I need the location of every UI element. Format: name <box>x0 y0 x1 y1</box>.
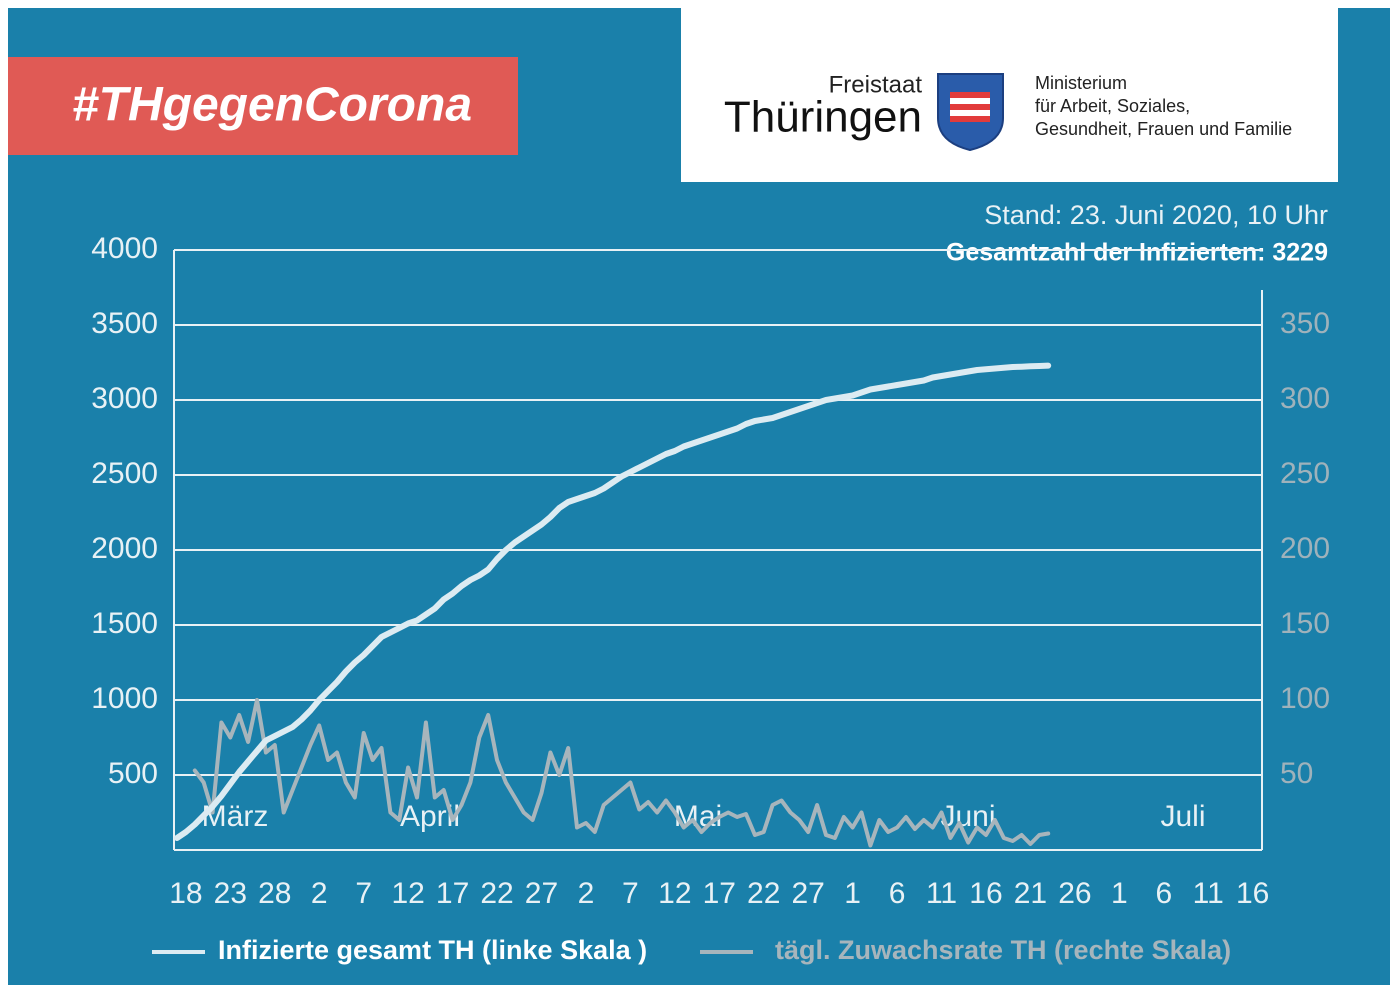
x-tick-label: 16 <box>1236 877 1269 910</box>
annotation: Stand: 23. Juni 2020, 10 Uhr <box>984 200 1328 230</box>
x-tick-label: 17 <box>703 877 736 910</box>
x-tick-label: 27 <box>525 877 558 910</box>
x-tick-label: 21 <box>1014 877 1047 910</box>
x-tick-label: 11 <box>1193 877 1224 910</box>
x-tick-label: 16 <box>969 877 1002 910</box>
x-tick-label: 27 <box>792 877 825 910</box>
x-tick-label: 6 <box>889 877 906 910</box>
x-tick-label: 7 <box>355 877 372 910</box>
y2-tick-label: 350 <box>1280 307 1330 340</box>
x-tick-label: 1 <box>844 877 861 910</box>
ministry-line: für Arbeit, Soziales, <box>1035 96 1190 116</box>
x-tick-label: 23 <box>214 877 247 910</box>
x-tick-label: 2 <box>578 877 595 910</box>
x-tick-label: 18 <box>169 877 202 910</box>
y2-tick-label: 200 <box>1280 532 1330 565</box>
infographic: #THgegenCorona Freistaat Thüringen Minis… <box>0 0 1399 991</box>
y-tick-label: 2500 <box>91 457 158 490</box>
y-tick-label: 2000 <box>91 532 158 565</box>
y2-tick-label: 150 <box>1280 607 1330 640</box>
ministry-line: Ministerium <box>1035 73 1127 93</box>
y2-tick-label: 300 <box>1280 382 1330 415</box>
y-tick-label: 4000 <box>91 232 158 265</box>
month-label: Juli <box>1160 800 1205 833</box>
x-tick-label: 12 <box>391 877 424 910</box>
legend-label: Infizierte gesamt TH (linke Skala ) <box>218 935 647 965</box>
x-tick-label: 2 <box>311 877 328 910</box>
x-tick-label: 26 <box>1058 877 1091 910</box>
coat-of-arms <box>938 74 1003 150</box>
x-tick-label: 6 <box>1155 877 1172 910</box>
y-tick-label: 500 <box>108 757 158 790</box>
ministry-line: Gesundheit, Frauen und Familie <box>1035 119 1292 139</box>
banner-text: #THgegenCorona <box>72 79 472 132</box>
y-tick-label: 3500 <box>91 307 158 340</box>
y2-tick-label: 100 <box>1280 682 1330 715</box>
y2-tick-label: 250 <box>1280 457 1330 490</box>
x-tick-label: 11 <box>926 877 957 910</box>
logo-land: Thüringen <box>724 93 922 142</box>
y-tick-label: 1500 <box>91 607 158 640</box>
y-tick-label: 1000 <box>91 682 158 715</box>
legend-label: tägl. Zuwachsrate TH (rechte Skala) <box>775 935 1231 965</box>
y-tick-label: 3000 <box>91 382 158 415</box>
x-tick-label: 28 <box>258 877 291 910</box>
x-tick-label: 7 <box>622 877 639 910</box>
x-tick-label: 12 <box>658 877 691 910</box>
y2-tick-label: 50 <box>1280 757 1313 790</box>
x-tick-label: 22 <box>480 877 513 910</box>
x-tick-label: 22 <box>747 877 780 910</box>
x-tick-label: 17 <box>436 877 469 910</box>
annotation: Gesamtzahl der Infizierten: 3229 <box>946 239 1328 267</box>
x-tick-label: 1 <box>1111 877 1128 910</box>
